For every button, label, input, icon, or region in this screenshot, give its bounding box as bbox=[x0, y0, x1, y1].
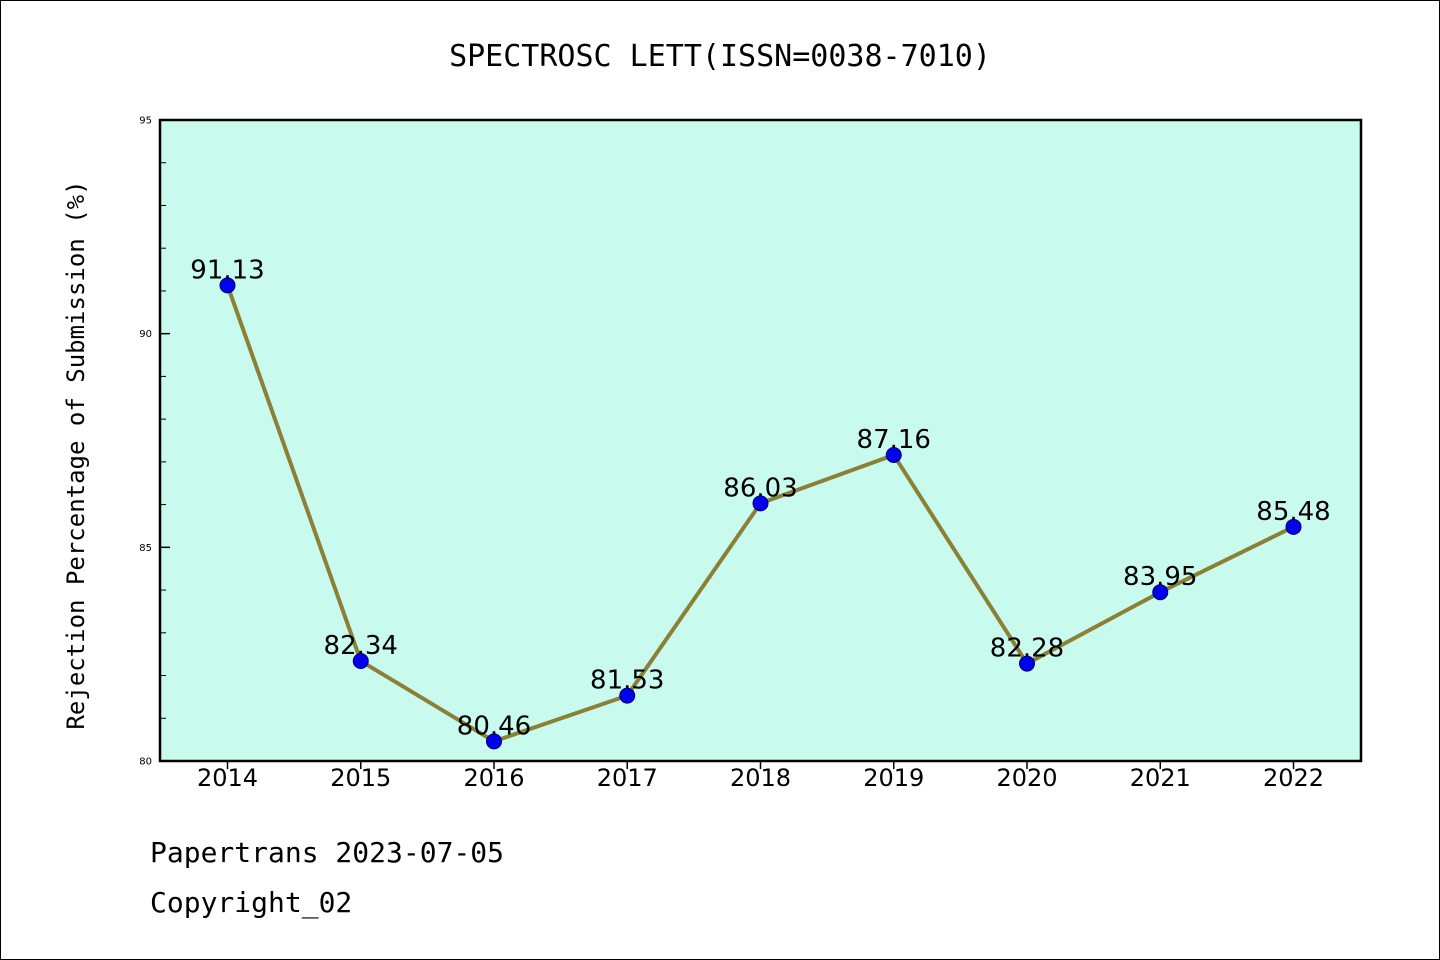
x-tick-label: 2022 bbox=[1263, 764, 1324, 792]
data-point bbox=[1019, 655, 1035, 672]
data-label: 91.13 bbox=[190, 255, 264, 285]
x-tick-label: 2018 bbox=[730, 764, 791, 792]
data-label: 82.28 bbox=[990, 634, 1064, 664]
data-label: 86.03 bbox=[723, 473, 797, 503]
data-point bbox=[752, 495, 769, 512]
footer-copyright: Copyright_02 bbox=[150, 886, 353, 919]
x-tick-label: 2019 bbox=[863, 764, 924, 792]
y-tick-label: 85 bbox=[139, 543, 152, 554]
y-tick-label: 80 bbox=[139, 757, 152, 768]
data-point bbox=[219, 277, 236, 294]
y-axis-label: Rejection Percentage of Submission (%) bbox=[62, 180, 90, 729]
x-tick-label: 2016 bbox=[463, 764, 524, 792]
y-axis: 80 85 90 95 bbox=[139, 116, 170, 768]
y-tick-label: 90 bbox=[139, 329, 152, 340]
chart-title: SPECTROSC LETT(ISSN=0038-7010) bbox=[449, 39, 991, 74]
data-labels: 91.13 82.34 80.46 81.53 86.03 87.16 82.28 83.95… bbox=[190, 255, 1330, 741]
data-label: 82.34 bbox=[324, 631, 398, 661]
x-axis: 2014 2015 2016 2017 2018 2019 2020 2021 2022 bbox=[197, 761, 1324, 792]
data-label: 81.53 bbox=[590, 666, 664, 696]
x-tick-label: 2015 bbox=[330, 764, 391, 792]
data-point bbox=[486, 733, 502, 750]
data-label: 80.46 bbox=[457, 711, 531, 741]
footer-date: Papertrans 2023-07-05 bbox=[150, 836, 505, 869]
data-label: 83.95 bbox=[1123, 562, 1197, 592]
data-label: 87.16 bbox=[857, 425, 931, 455]
data-label: 85.48 bbox=[1256, 497, 1330, 527]
y-tick-label: 95 bbox=[139, 116, 152, 127]
data-point bbox=[352, 653, 369, 670]
data-point bbox=[619, 687, 636, 704]
x-tick-label: 2020 bbox=[996, 764, 1057, 792]
data-point bbox=[885, 447, 902, 464]
data-point bbox=[1152, 584, 1169, 601]
data-point bbox=[1285, 518, 1302, 535]
x-tick-label: 2014 bbox=[197, 764, 258, 792]
series-layer bbox=[219, 277, 1302, 750]
plot-area bbox=[158, 118, 1363, 763]
x-tick-label: 2021 bbox=[1130, 764, 1191, 792]
x-tick-label: 2017 bbox=[597, 764, 658, 792]
